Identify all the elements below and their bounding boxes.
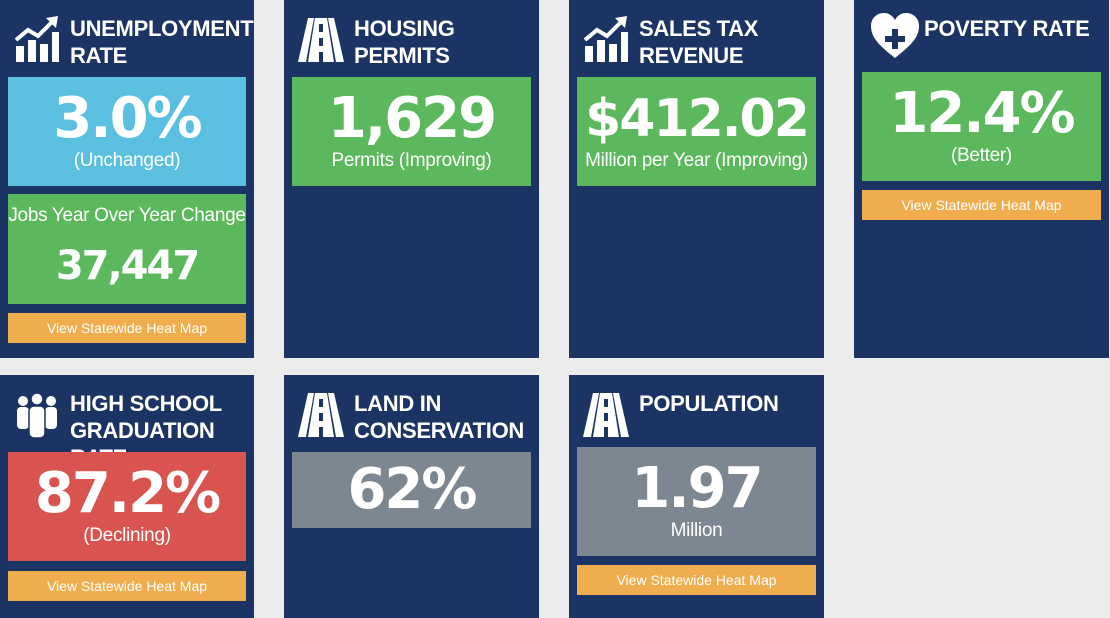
heart-plus-icon [870,12,919,60]
stat-value: 3.0% [53,86,202,151]
view-heat-map-button[interactable]: View Statewide Heat Map [8,571,246,601]
card-header: LAND IN CONSERVATION [284,375,539,447]
title-line: SALES TAX [639,16,759,41]
view-heat-map-button[interactable]: View Statewide Heat Map [577,565,816,595]
stat-sub: (Unchanged) [73,150,181,171]
stat-value: $412.02 [585,89,810,149]
housing-permits-stat: 1,629 Permits (Improving) [292,77,531,186]
card-header: POPULATION [569,375,824,447]
stat-value: 37,447 [55,243,200,289]
card-header: UNEMPLOYMENT RATE [0,0,254,72]
title-line: REVENUE [639,43,744,68]
stat-value: 1.97 [631,456,763,521]
population-card: POPULATION 1.97 Million View Statewide H… [569,375,824,618]
people-icon [14,391,60,439]
sales-tax-card: SALES TAX REVENUE $412.02 Million per Ye… [569,0,824,358]
title-line: PERMITS [354,43,450,68]
view-heat-map-button[interactable]: View Statewide Heat Map [8,313,246,343]
population-stat: 1.97 Million [577,447,816,556]
jobs-change-stat: Jobs Year Over Year Change 37,447 [8,194,246,304]
card-header: POVERTY RATE [854,0,1109,72]
stat-value: 62% [347,457,477,522]
stat-sub: Million per Year (Improving) [585,150,808,171]
card-title: POPULATION [639,390,818,417]
land-conservation-card: LAND IN CONSERVATION 62% [284,375,539,618]
stat-sub: (Better) [951,145,1012,166]
title-line: UNEMPLOYMENT [70,16,254,41]
poverty-rate-stat: 12.4% (Better) [862,72,1101,181]
title-line: HOUSING [354,16,455,41]
title-line: HIGH SCHOOL [70,391,222,416]
stat-sub: Permits (Improving) [331,150,492,171]
unemployment-rate-stat: 3.0% (Unchanged) [8,77,246,186]
graduation-rate-stat: 87.2% (Declining) [8,452,246,561]
stat-sub: (Declining) [83,525,171,546]
trending-bar-chart-icon [14,16,60,64]
stat-sub: Million [670,520,723,541]
view-heat-map-button[interactable]: View Statewide Heat Map [862,190,1101,220]
title-line: POVERTY RATE [924,16,1090,41]
card-header: HOUSING PERMITS [284,0,539,72]
stat-label: Jobs Year Over Year Change [8,205,246,226]
card-title: HOUSING PERMITS [354,15,533,69]
trending-bar-chart-icon [583,16,629,64]
title-line: LAND IN [354,391,442,416]
road-icon [298,16,344,64]
card-title: POVERTY RATE [924,15,1103,42]
road-icon [583,391,629,439]
poverty-rate-card: POVERTY RATE 12.4% (Better) View Statewi… [854,0,1109,358]
card-title: LAND IN CONSERVATION [354,390,533,444]
housing-permits-card: HOUSING PERMITS 1,629 Permits (Improving… [284,0,539,358]
land-conservation-stat: 62% [292,452,531,528]
road-icon [298,391,344,439]
card-title: UNEMPLOYMENT RATE [70,15,254,69]
title-line: POPULATION [639,391,779,416]
card-header: HIGH SCHOOL GRADUATION RATE [0,375,254,470]
stat-value: 1,629 [327,86,497,151]
title-line: CONSERVATION [354,418,524,443]
card-title: SALES TAX REVENUE [639,15,818,69]
sales-tax-stat: $412.02 Million per Year (Improving) [577,77,816,186]
stat-value: 12.4% [889,81,1075,146]
graduation-rate-card: HIGH SCHOOL GRADUATION RATE 87.2% (Decli… [0,375,254,618]
card-header: SALES TAX REVENUE [569,0,824,72]
unemployment-card: UNEMPLOYMENT RATE 3.0% (Unchanged) Jobs … [0,0,254,358]
title-line: RATE [70,43,128,68]
stat-value: 87.2% [34,461,221,526]
